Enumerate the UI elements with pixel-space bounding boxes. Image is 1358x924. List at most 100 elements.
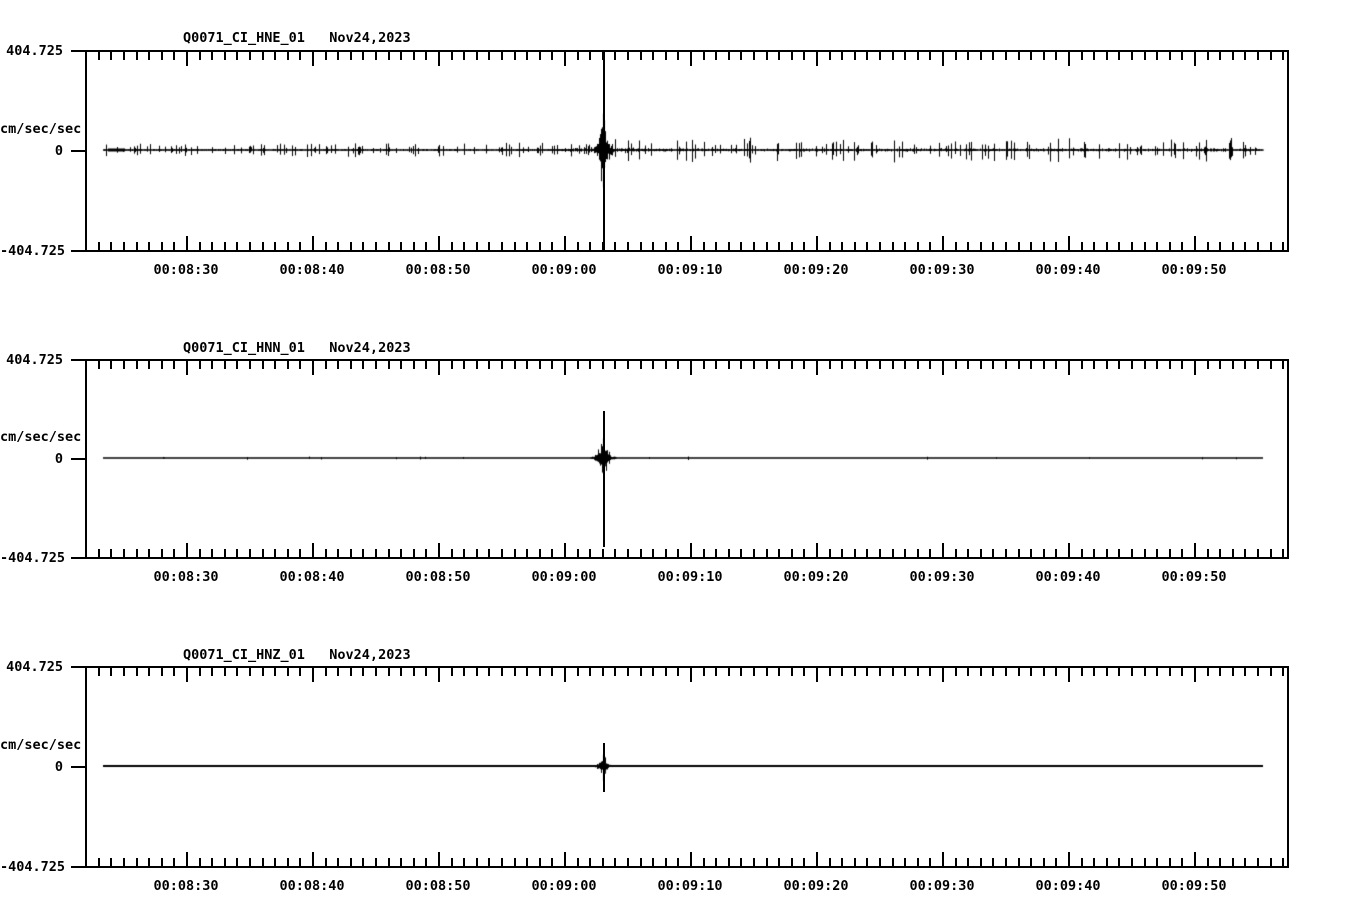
x-minor-tick [539,52,541,60]
x-minor-tick [1131,858,1133,866]
x-minor-tick [463,668,465,676]
x-minor-tick [400,361,402,369]
x-major-tick [1068,543,1070,557]
x-minor-tick [904,52,906,60]
x-minor-tick [740,549,742,557]
y-axis-unit-label: cm/sec/sec [0,121,82,137]
x-minor-tick [249,242,251,250]
x-minor-tick [778,549,780,557]
x-minor-tick [1219,549,1221,557]
x-minor-tick [602,549,604,557]
x-major-tick [312,852,314,866]
x-minor-tick [980,242,982,250]
x-minor-tick [274,549,276,557]
x-major-tick [1194,361,1196,375]
y-axis-min-label: -404.725 [0,243,66,259]
x-minor-tick [375,858,377,866]
x-minor-tick [1156,858,1158,866]
x-axis-tick-label: 00:09:00 [531,878,597,894]
x-minor-tick [589,52,591,60]
x-minor-tick [1005,52,1007,60]
x-minor-tick [199,52,201,60]
x-minor-tick [236,52,238,60]
x-minor-tick [980,549,982,557]
x-minor-tick [1282,858,1284,866]
x-minor-tick [703,668,705,676]
x-axis-tick-label: 00:08:30 [153,569,219,585]
x-minor-tick [1055,549,1057,557]
x-minor-tick [110,52,112,60]
x-minor-tick [614,858,616,866]
x-minor-tick [539,858,541,866]
x-axis-tick-label: 00:09:50 [1161,262,1227,278]
x-minor-tick [614,549,616,557]
x-minor-tick [753,52,755,60]
x-minor-tick [589,242,591,250]
x-minor-tick [879,549,881,557]
plot-frame [85,50,1289,252]
x-minor-tick [892,361,894,369]
x-minor-tick [362,361,364,369]
x-minor-tick [501,361,503,369]
x-minor-tick [627,52,629,60]
x-minor-tick [640,52,642,60]
x-minor-tick [715,242,717,250]
x-major-tick [186,852,188,866]
x-minor-tick [236,549,238,557]
x-minor-tick [262,242,264,250]
x-minor-tick [917,242,919,250]
x-minor-tick [375,52,377,60]
x-axis-tick-label: 00:08:30 [153,262,219,278]
x-major-tick [312,52,314,66]
x-minor-tick [677,668,679,676]
x-minor-tick [1282,242,1284,250]
x-minor-tick [350,242,352,250]
x-minor-tick [728,361,730,369]
x-minor-tick [1118,668,1120,676]
x-minor-tick [211,858,213,866]
x-minor-tick [1207,242,1209,250]
x-minor-tick [539,361,541,369]
x-major-tick [942,236,944,250]
x-minor-tick [791,52,793,60]
x-minor-tick [665,549,667,557]
x-minor-tick [1169,361,1171,369]
x-minor-tick [1144,52,1146,60]
x-minor-tick [224,858,226,866]
x-minor-tick [98,549,100,557]
x-minor-tick [728,549,730,557]
x-minor-tick [1055,858,1057,866]
x-minor-tick [199,549,201,557]
x-minor-tick [148,549,150,557]
x-minor-tick [652,52,654,60]
x-minor-tick [589,858,591,866]
x-minor-tick [892,52,894,60]
x-minor-tick [388,52,390,60]
x-major-tick [564,543,566,557]
x-minor-tick [148,858,150,866]
x-minor-tick [766,668,768,676]
x-minor-tick [249,668,251,676]
x-minor-tick [854,242,856,250]
x-minor-tick [1144,858,1146,866]
x-major-tick [1068,52,1070,66]
x-minor-tick [161,549,163,557]
x-minor-tick [1144,361,1146,369]
x-minor-tick [577,242,579,250]
x-minor-tick [892,242,894,250]
x-minor-tick [728,242,730,250]
y-axis-max-label: 404.725 [6,659,63,675]
x-minor-tick [425,52,427,60]
event-marker-line [603,411,605,547]
x-minor-tick [476,668,478,676]
x-minor-tick [1030,361,1032,369]
x-minor-tick [589,668,591,676]
x-minor-tick [904,668,906,676]
x-minor-tick [1081,668,1083,676]
x-minor-tick [249,858,251,866]
x-minor-tick [1093,242,1095,250]
x-minor-tick [1181,52,1183,60]
x-minor-tick [703,242,705,250]
x-minor-tick [1207,549,1209,557]
